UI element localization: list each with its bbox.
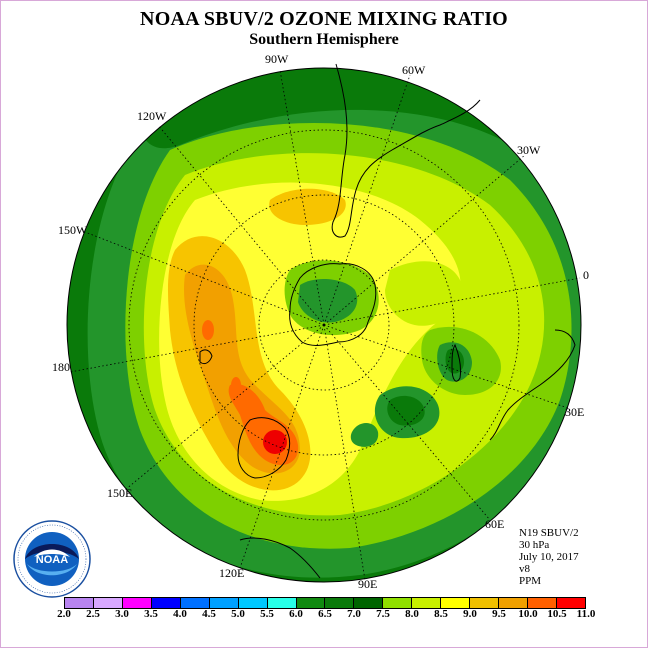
colorbar-tick-label: 2.5: [86, 608, 100, 620]
colorbar-tick-label: 10.5: [547, 608, 567, 620]
coast-indonesia: [239, 537, 321, 579]
field-level-10-0-spot: [202, 320, 214, 340]
meridian-90w: [279, 69, 325, 326]
meridian-150e: [124, 324, 325, 491]
meridian-150w: [84, 231, 325, 326]
field-level-6-5-southeast: [387, 395, 425, 426]
map-border: [66, 67, 582, 583]
colorbar-tick-label: 2.0: [57, 608, 71, 620]
meridian-60w: [323, 74, 411, 326]
colorbar-tick-label: 7.0: [347, 608, 361, 620]
colorbar-tick-label: 4.5: [202, 608, 216, 620]
info-block: N19 SBUV/2 30 hPa July 10, 2017 v8 PPM: [519, 527, 579, 587]
lon-label-60w: 60W: [402, 63, 426, 77]
colorbar-tick-label: 8.0: [405, 608, 419, 620]
coast-antarctica: [289, 263, 377, 346]
colorbar-swatch: [267, 598, 297, 608]
lon-label-180: 180: [52, 360, 70, 374]
page-title: NOAA SBUV/2 OZONE MIXING RATIO: [140, 8, 508, 30]
field-level-9-0-north: [269, 188, 346, 225]
meridian-90e: [323, 324, 366, 581]
colorbar-swatch: [325, 598, 355, 608]
colorbar-tick-label: 10.0: [518, 608, 538, 620]
field-level-10-5-max: [263, 430, 287, 454]
colorbar-swatch: [354, 598, 384, 608]
graticule-latitude-ring-2: [193, 194, 455, 456]
page-subtitle: Southern Hemisphere: [249, 31, 399, 48]
graticule: [69, 69, 581, 581]
colorbar-swatch: [383, 598, 413, 608]
lon-label-90w: 90W: [265, 52, 289, 66]
field-level-8-0-east: [385, 261, 464, 326]
colorbar-swatch: [556, 598, 585, 608]
colorbar-tick-label: 5.5: [260, 608, 274, 620]
colorbar-swatch: [209, 598, 239, 608]
colorbar-swatch: [151, 598, 181, 608]
ozone-field: [67, 68, 581, 582]
colorbar-tick-label: 6.0: [289, 608, 303, 620]
lon-label-120w: 120W: [137, 109, 167, 123]
graticule-latitude-ring-1: [258, 259, 390, 391]
noaa-logo-icon: NOAA: [13, 520, 91, 598]
colorbar-tick-label: 6.5: [318, 608, 332, 620]
lon-label-150w: 150W: [58, 223, 88, 237]
meridian-30e: [323, 324, 569, 409]
colorbar-swatch: [499, 598, 528, 608]
coast-new-zealand: [199, 349, 213, 365]
info-version: v8: [519, 563, 530, 575]
colorbar-tick-label: 8.5: [434, 608, 448, 620]
lon-label-60e: 60E: [485, 517, 505, 531]
colorbar-swatch: [441, 598, 471, 608]
lon-label-30w: 30W: [517, 143, 541, 157]
logo-text: NOAA: [36, 554, 68, 566]
lon-label-0: 0: [583, 268, 589, 282]
colorbar-swatch: [470, 598, 500, 608]
field-level-6-5-east: [445, 348, 464, 374]
colorbar-swatch: [122, 598, 152, 608]
colorbar-tick-label: 11.0: [576, 608, 596, 620]
coast-south-america: [331, 63, 481, 238]
colorbar-tick-label: 5.0: [231, 608, 245, 620]
colorbar-tick-label: 9.5: [492, 608, 506, 620]
meridian-180: [69, 324, 325, 373]
colorbar: [64, 597, 586, 609]
lon-label-90e: 90E: [358, 577, 378, 591]
colorbar-tick-label: 7.5: [376, 608, 390, 620]
lon-label-120e: 120E: [219, 566, 245, 580]
colorbar-tick-label: 4.0: [173, 608, 187, 620]
meridian-120e: [239, 324, 325, 569]
colorbar-swatch: [93, 598, 123, 608]
colorbar-tick-label: 3.0: [115, 608, 129, 620]
colorbar-swatch: [528, 598, 557, 608]
info-satellite: N19 SBUV/2: [519, 527, 579, 539]
lon-label-150e: 150E: [107, 486, 133, 500]
colorbar-tick-label: 9.0: [463, 608, 477, 620]
meridian-60e: [323, 324, 491, 521]
colorbar-swatch: [296, 598, 326, 608]
graticule-latitude-ring-3: [128, 129, 520, 521]
colorbar-swatch: [412, 598, 442, 608]
coast-africa: [489, 329, 576, 441]
info-units: PPM: [519, 575, 542, 587]
coastlines: [199, 63, 576, 579]
colorbar-tick-label: 3.5: [144, 608, 158, 620]
field-level-7-0-spot-south: [350, 423, 379, 447]
meridian-0: [323, 277, 581, 326]
lon-label-30e: 30E: [565, 405, 585, 419]
info-date: July 10, 2017: [519, 551, 579, 563]
field-level-10-0-spot2: [231, 377, 241, 393]
coast-madagascar: [451, 343, 461, 382]
colorbar-swatch: [180, 598, 210, 608]
meridian-120w: [157, 124, 325, 326]
colorbar-swatch: [65, 598, 94, 608]
info-level: 30 hPa: [519, 539, 550, 551]
colorbar-swatch: [238, 598, 268, 608]
